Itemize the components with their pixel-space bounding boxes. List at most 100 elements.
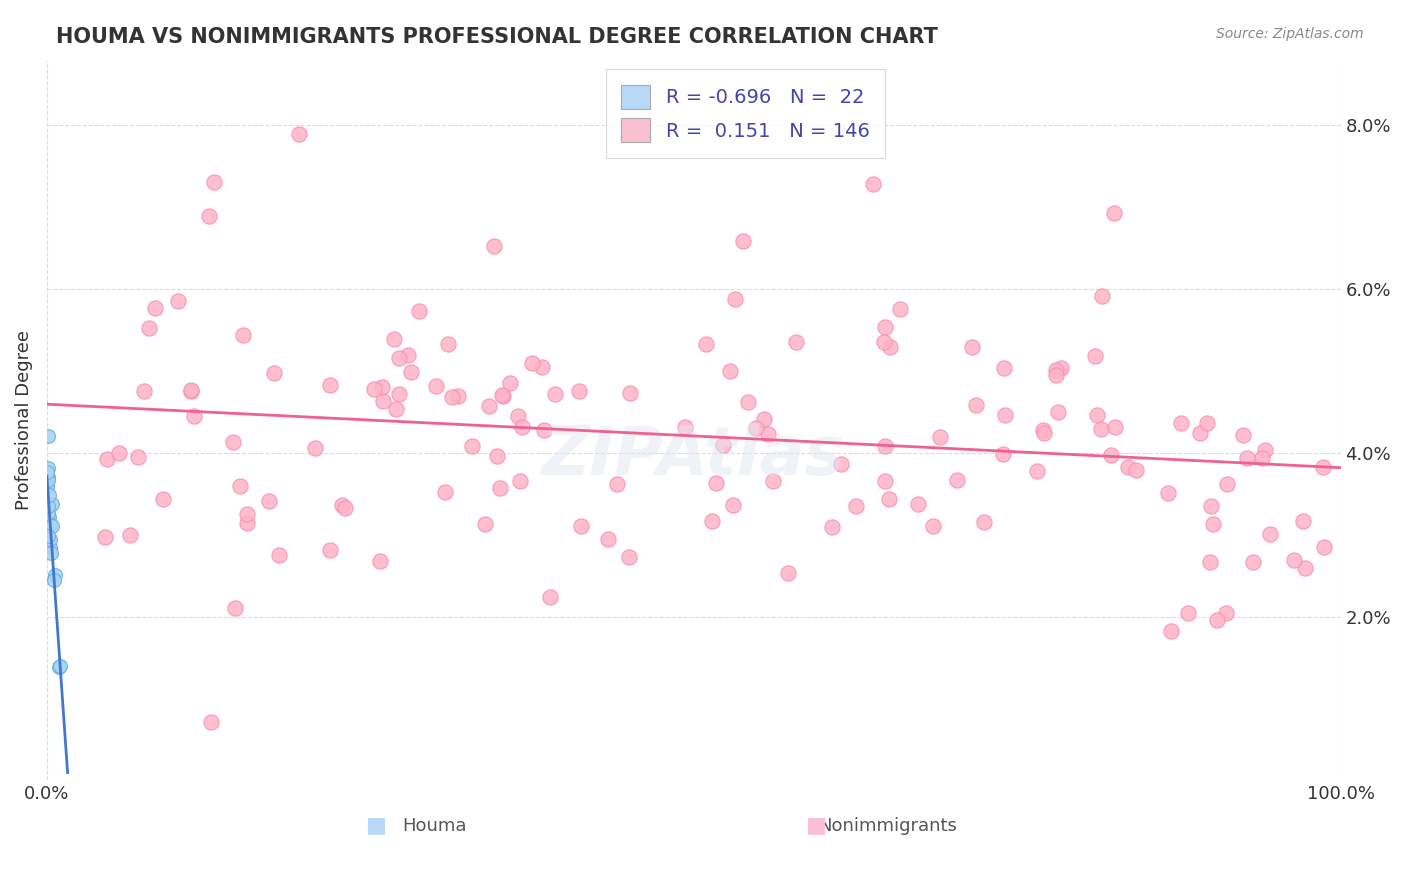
Point <box>1116 459 1139 474</box>
Point <box>498 376 520 390</box>
Point <box>1189 425 1212 440</box>
Point <box>267 548 290 562</box>
Text: ZIPAtlas: ZIPAtlas <box>543 423 845 489</box>
Point <box>1251 450 1274 465</box>
Point <box>700 514 723 528</box>
Point <box>363 382 385 396</box>
Point <box>533 423 555 437</box>
Point <box>304 441 326 455</box>
Point <box>994 408 1017 422</box>
Point <box>330 498 353 512</box>
Point <box>973 515 995 529</box>
Point <box>134 384 156 398</box>
Point <box>197 209 219 223</box>
Point <box>231 328 253 343</box>
Point <box>1177 606 1199 620</box>
Point <box>37 479 59 493</box>
Point <box>335 501 357 516</box>
Point <box>35 478 58 492</box>
Point <box>492 389 515 403</box>
Point <box>568 384 591 398</box>
Point <box>152 492 174 507</box>
Point <box>530 359 553 374</box>
Point <box>401 365 423 379</box>
Point <box>166 293 188 308</box>
Point <box>1313 540 1336 554</box>
Point <box>889 301 911 316</box>
Point <box>1202 516 1225 531</box>
Point <box>731 234 754 248</box>
Point <box>37 506 59 520</box>
Point <box>39 516 62 531</box>
Point <box>1032 423 1054 437</box>
Point <box>1282 553 1305 567</box>
Point <box>873 439 896 453</box>
Point <box>762 474 785 488</box>
Point <box>1156 486 1178 500</box>
Point <box>1215 606 1237 620</box>
Point <box>396 348 419 362</box>
Point <box>1090 422 1112 436</box>
Point <box>491 388 513 402</box>
Point <box>1205 613 1227 627</box>
Point <box>1199 555 1222 569</box>
Point <box>1045 368 1067 382</box>
Point <box>371 394 394 409</box>
Point <box>1160 624 1182 638</box>
Text: ■: ■ <box>806 814 827 835</box>
Point <box>1104 419 1126 434</box>
Point <box>388 387 411 401</box>
Point <box>617 549 640 564</box>
Point <box>879 339 901 353</box>
Point <box>1046 405 1069 419</box>
Point <box>49 658 72 673</box>
Y-axis label: Professional Degree: Professional Degree <box>15 330 32 510</box>
Point <box>1102 206 1125 220</box>
Point <box>993 361 1015 376</box>
Point <box>606 477 628 491</box>
Point <box>436 336 458 351</box>
Point <box>1026 464 1049 478</box>
Point <box>945 474 967 488</box>
Point <box>862 177 884 191</box>
Point <box>569 519 592 533</box>
Point <box>875 475 897 489</box>
Point <box>737 394 759 409</box>
Point <box>37 466 59 480</box>
Point <box>785 334 807 349</box>
Point <box>1091 289 1114 303</box>
Point <box>263 366 285 380</box>
Point <box>370 380 392 394</box>
Point <box>965 398 987 412</box>
Point <box>319 378 342 392</box>
Point <box>718 364 741 378</box>
Point <box>37 469 59 483</box>
Point <box>37 429 59 443</box>
Point <box>138 320 160 334</box>
Text: ■: ■ <box>367 814 387 835</box>
Point <box>1085 408 1108 422</box>
Point <box>1197 416 1219 430</box>
Point <box>1170 416 1192 430</box>
Point <box>522 356 544 370</box>
Point <box>619 386 641 401</box>
Point <box>1232 428 1254 442</box>
Point <box>875 320 897 334</box>
Point <box>236 516 259 531</box>
Point <box>259 494 281 508</box>
Point <box>41 497 63 511</box>
Point <box>673 419 696 434</box>
Text: Nonimmigrants: Nonimmigrants <box>818 817 957 835</box>
Point <box>873 334 896 349</box>
Point <box>1215 477 1237 491</box>
Point <box>224 600 246 615</box>
Point <box>38 487 60 501</box>
Point <box>1201 499 1223 513</box>
Point <box>42 574 65 588</box>
Point <box>143 301 166 315</box>
Point <box>845 499 868 513</box>
Point <box>382 332 405 346</box>
Point <box>1241 555 1264 569</box>
Point <box>38 509 60 524</box>
Point <box>461 439 484 453</box>
